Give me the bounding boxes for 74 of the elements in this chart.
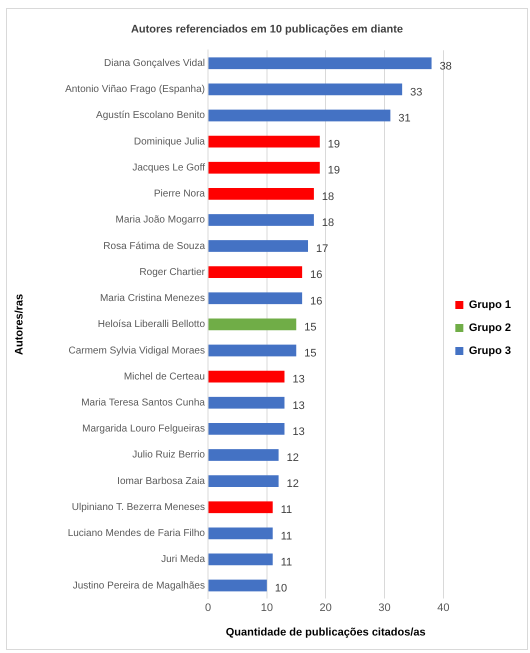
- data-label: 11: [280, 530, 292, 542]
- legend-label: Grupo 2: [468, 322, 512, 334]
- data-label: 15: [304, 348, 316, 360]
- data-label: 31: [398, 112, 411, 125]
- bar: [208, 57, 432, 70]
- data-label: 13: [292, 374, 305, 386]
- y-tick-label: Heloísa Liberalli Bellotto: [98, 319, 206, 330]
- y-tick-label: Roger Chartier: [139, 266, 206, 278]
- bar: [208, 214, 314, 226]
- y-axis-title: Autores/ras: [14, 294, 26, 355]
- x-tick-label: 20: [320, 602, 332, 614]
- bar: [208, 501, 273, 514]
- data-label: 19: [328, 138, 340, 151]
- bar: [208, 396, 284, 409]
- bar: [208, 162, 320, 174]
- data-label: 11: [280, 556, 292, 568]
- data-label: 18: [322, 216, 334, 229]
- y-tick-label: Agustín Escolano Benito: [96, 110, 206, 122]
- data-label: 33: [410, 86, 422, 98]
- x-tick-label: 30: [378, 602, 391, 614]
- y-tick-label: Maria João Mogarro: [116, 214, 206, 226]
- bar: [208, 83, 402, 96]
- chart-title: Autores referenciados em 10 publicações em diante: [130, 24, 404, 36]
- y-tick-label: Carmem Sylvia Vidigal Moraes: [68, 345, 205, 356]
- y-tick-label: Margarida Louro Felgueiras: [82, 424, 205, 435]
- bar: [208, 344, 296, 356]
- y-tick-label: Julio Ruiz Berrio: [132, 450, 206, 461]
- y-tick-label: Ulpiniano T. Bezerra Meneses: [72, 502, 205, 513]
- bar: [208, 422, 284, 435]
- data-label: 18: [322, 190, 334, 203]
- x-axis-title: Quantidade de publicações citados/as: [226, 626, 426, 638]
- data-label: 19: [328, 164, 340, 177]
- y-tick-label: Iomar Barbosa Zaia: [117, 476, 206, 487]
- data-label: 15: [304, 321, 316, 334]
- data-label: 38: [440, 60, 452, 72]
- y-tick-label: Justino Pereira de Magalhães: [72, 580, 205, 592]
- y-tick-label: Luciano Mendes de Faria Filho: [68, 528, 206, 540]
- data-label: 10: [274, 582, 288, 595]
- bar: [208, 554, 273, 566]
- legend-label: Grupo 3: [468, 345, 512, 358]
- y-tick-label: Jacques Le Goff: [132, 162, 206, 174]
- bar: [208, 266, 302, 278]
- x-tick-label: 40: [437, 602, 450, 614]
- y-tick-label: Diana Gonçalves Vidal: [104, 58, 205, 70]
- bar: [208, 475, 279, 487]
- y-tick-label: Michel de Certeau: [124, 371, 205, 382]
- bar: [208, 292, 302, 304]
- bar: [208, 527, 273, 540]
- data-label: 12: [286, 452, 299, 464]
- data-label: 16: [310, 269, 322, 282]
- bar: [208, 240, 308, 252]
- bar: [208, 449, 279, 461]
- data-label: 11: [280, 504, 292, 516]
- y-tick-label: Maria Teresa Santos Cunha: [81, 397, 206, 408]
- data-label: 16: [310, 295, 322, 308]
- bar: [208, 370, 284, 383]
- data-label: 12: [286, 478, 299, 490]
- x-tick-label: 10: [260, 602, 273, 614]
- y-tick-label: Pierre Nora: [154, 188, 206, 200]
- bar: [208, 188, 314, 200]
- y-tick-label: Rosa Fátima de Souza: [103, 240, 206, 252]
- data-label: 13: [292, 400, 305, 412]
- x-tick-label: 0: [204, 602, 212, 614]
- y-tick-label: Juri Meda: [161, 554, 206, 566]
- data-label: 13: [292, 426, 305, 438]
- y-tick-label: Antonio Viñao Frago (Espanha): [65, 84, 205, 96]
- bar: [208, 136, 320, 148]
- bar: [208, 580, 267, 592]
- y-tick-label: Maria Cristina Menezes: [100, 293, 205, 304]
- bar: [208, 318, 296, 330]
- data-label: 17: [316, 243, 328, 256]
- legend-label: Grupo 1: [468, 299, 512, 312]
- y-tick-label: Dominique Julia: [134, 136, 206, 148]
- bar: [208, 110, 390, 122]
